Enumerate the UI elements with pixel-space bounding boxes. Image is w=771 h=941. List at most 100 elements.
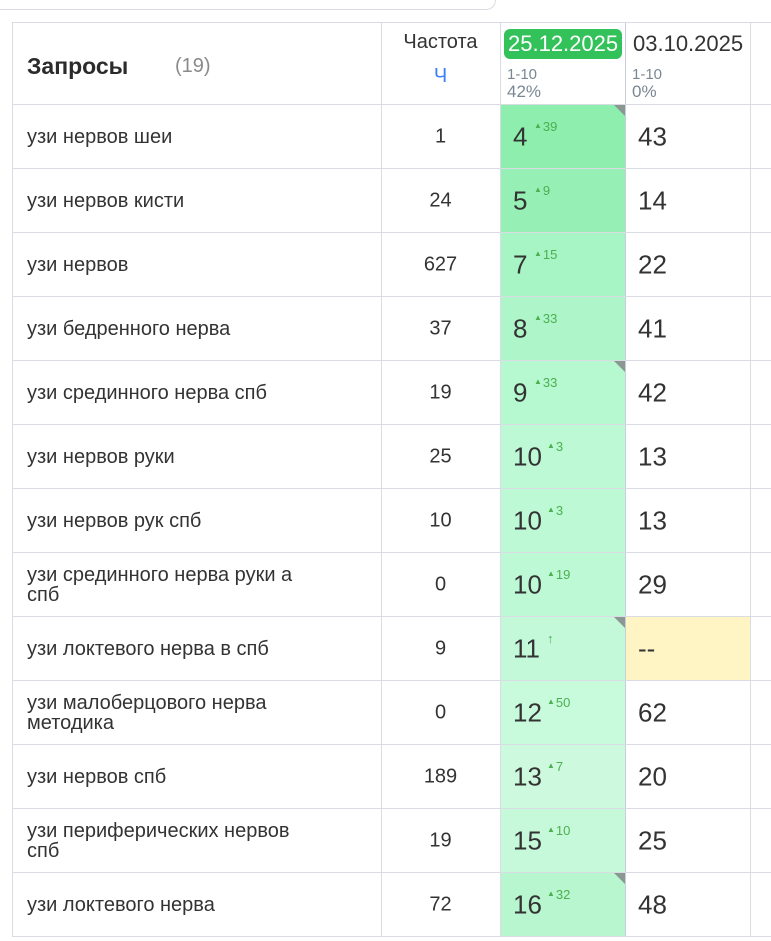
position-cell-previous[interactable]: 42 <box>626 361 751 424</box>
frequency-value: 19 <box>429 381 452 403</box>
date-top-percent: 0% <box>632 82 657 101</box>
table-row: узи периферических нервов спб 19 15 ▲10 25 <box>12 809 771 873</box>
position-cell-current[interactable]: 12 ▲50 <box>501 681 626 744</box>
queries-title: Запросы <box>27 53 129 79</box>
positions-table: Запросы (19) Частота Ч 25.12.2025 1-10 4… <box>12 22 771 937</box>
previous-position-value: 43 <box>638 121 667 151</box>
query-text[interactable]: узи периферических нервов спб <box>27 819 290 862</box>
position-cell-previous[interactable]: 22 <box>626 233 751 296</box>
query-cell: узи нервов кисти <box>12 169 382 232</box>
query-text[interactable]: узи нервов кисти <box>27 189 185 212</box>
position-cell-previous[interactable]: 43 <box>626 105 751 168</box>
position-cell-current[interactable]: 10 ▲3 <box>501 489 626 552</box>
query-text[interactable]: узи нервов <box>27 253 129 276</box>
position-cell-current[interactable]: 5 ▲9 <box>501 169 626 232</box>
position-cell-previous[interactable]: 29 <box>626 553 751 616</box>
position-value: 10 <box>513 569 542 599</box>
query-text[interactable]: узи локтевого нерва <box>27 893 215 916</box>
query-text[interactable]: узи срединного нерва спб <box>27 381 267 404</box>
query-text[interactable]: узи нервов руки <box>27 445 175 468</box>
query-text[interactable]: узи нервов спб <box>27 765 167 788</box>
frequency-value: 0 <box>434 573 447 595</box>
frequency-value: 19 <box>429 829 452 851</box>
previous-position-value: 14 <box>638 185 667 215</box>
query-cell: узи бедренного нерва <box>12 297 382 360</box>
date-range: 1-10 <box>507 66 538 83</box>
frequency-value: 25 <box>429 445 452 467</box>
position-cell-current[interactable]: 8 ▲33 <box>501 297 626 360</box>
query-cell: узи нервов рук спб <box>12 489 382 552</box>
position-cell-previous[interactable]: 13 <box>626 489 751 552</box>
header-date-2[interactable]: 03.10.2025 1-10 0% <box>626 23 751 104</box>
position-change-value: 3 <box>555 439 564 454</box>
query-text[interactable]: узи нервов шеи <box>27 125 173 148</box>
position-cell-previous[interactable]: 13 <box>626 425 751 488</box>
frequency-cell: 627 <box>381 233 501 296</box>
position-cell-current[interactable]: 7 ▲15 <box>501 233 626 296</box>
position-change: ▲7 <box>547 759 563 774</box>
frequency-value: 72 <box>429 893 452 915</box>
position-cell-previous[interactable]: 25 <box>626 809 751 872</box>
query-text[interactable]: узи малоберцового нерва методика <box>27 691 267 734</box>
table-row: узи локтевого нерва в спб 9 11 ↑ -- <box>12 617 771 681</box>
previous-position-value: 62 <box>638 697 667 727</box>
position-change-value: ↑ <box>547 631 554 646</box>
query-cell: узи срединного нерва спб <box>12 361 382 424</box>
query-text[interactable]: узи бедренного нерва <box>27 317 231 340</box>
frequency-cell: 0 <box>381 553 501 616</box>
corner-marker-icon <box>614 617 625 628</box>
position-cell-previous[interactable]: -- <box>626 617 751 680</box>
position-value: 4 <box>513 121 528 151</box>
previous-position-value: 25 <box>638 825 667 855</box>
header-date-1[interactable]: 25.12.2025 1-10 42% <box>501 23 626 104</box>
up-arrow-icon: ▲ <box>534 313 542 322</box>
position-cell-previous[interactable]: 14 <box>626 169 751 232</box>
query-text[interactable]: узи срединного нерва руки а спб <box>27 563 293 606</box>
up-arrow-icon: ▲ <box>547 505 555 514</box>
position-change: ▲15 <box>534 247 557 262</box>
query-cell: узи локтевого нерва в спб <box>12 617 382 680</box>
query-text[interactable]: узи локтевого нерва в спб <box>27 637 269 660</box>
position-cell-current[interactable]: 9 ▲33 <box>501 361 626 424</box>
position-change-value: 10 <box>555 823 571 838</box>
position-value: 5 <box>513 185 528 215</box>
query-cell: узи нервов <box>12 233 382 296</box>
position-change: ▲50 <box>547 695 570 710</box>
position-cell-current[interactable]: 4 ▲39 <box>501 105 626 168</box>
query-cell: узи периферических нервов спб <box>12 809 382 872</box>
position-change: ▲19 <box>547 567 570 582</box>
position-cell-previous[interactable]: 41 <box>626 297 751 360</box>
position-cell-current[interactable]: 10 ▲19 <box>501 553 626 616</box>
query-cell: узи нервов шеи <box>12 105 382 168</box>
frequency-cell: 1 <box>381 105 501 168</box>
position-value: 15 <box>513 825 542 855</box>
position-change-value: 19 <box>555 567 571 582</box>
position-cell-current[interactable]: 16 ▲32 <box>501 873 626 936</box>
position-cell-current[interactable]: 10 ▲3 <box>501 425 626 488</box>
position-cell-previous[interactable]: 20 <box>626 745 751 808</box>
position-change: ▲39 <box>534 119 557 134</box>
query-cell: узи нервов руки <box>12 425 382 488</box>
up-arrow-icon: ▲ <box>547 441 555 450</box>
previous-position-value: 42 <box>638 377 667 407</box>
position-change: ▲33 <box>534 311 557 326</box>
table-row: узи нервов спб 189 13 ▲7 20 <box>12 745 771 809</box>
table-row: узи нервов шеи 1 4 ▲39 43 <box>12 105 771 169</box>
up-arrow-icon: ▲ <box>547 761 555 770</box>
date-label-active[interactable]: 25.12.2025 <box>504 29 623 59</box>
position-cell-previous[interactable]: 48 <box>626 873 751 936</box>
position-cell-current[interactable]: 15 ▲10 <box>501 809 626 872</box>
position-cell-previous[interactable]: 62 <box>626 681 751 744</box>
frequency-cell: 25 <box>381 425 501 488</box>
frequency-cell: 189 <box>381 745 501 808</box>
position-cell-current[interactable]: 11 ↑ <box>501 617 626 680</box>
position-cell-current[interactable]: 13 ▲7 <box>501 745 626 808</box>
position-change: ▲10 <box>547 823 570 838</box>
query-cell: узи локтевого нерва <box>12 873 382 936</box>
header-queries-cell: Запросы (19) <box>12 23 382 104</box>
header-frequency-cell[interactable]: Частота Ч <box>381 23 501 104</box>
position-change-value: 3 <box>555 503 564 518</box>
date-label[interactable]: 03.10.2025 <box>633 31 744 56</box>
query-text[interactable]: узи нервов рук спб <box>27 509 202 532</box>
frequency-type-link[interactable]: Ч <box>433 65 448 87</box>
